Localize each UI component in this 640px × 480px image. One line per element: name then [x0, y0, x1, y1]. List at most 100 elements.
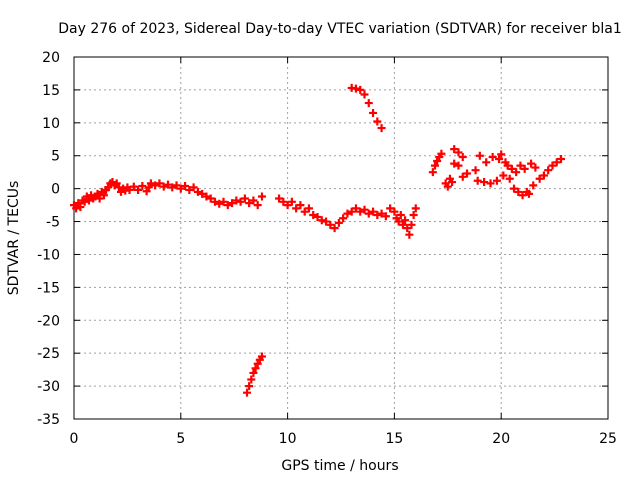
x-tick-label: 20	[492, 431, 510, 447]
data-point	[351, 204, 360, 213]
data-point	[405, 230, 414, 239]
data-point	[240, 194, 249, 203]
data-point	[247, 375, 256, 384]
data-point	[548, 161, 557, 170]
data-point	[430, 161, 439, 170]
series-segment-main-1	[70, 178, 266, 213]
data-point	[518, 191, 527, 200]
data-point	[343, 209, 352, 218]
data-point	[257, 192, 266, 201]
data-point	[527, 159, 536, 168]
data-point	[296, 201, 305, 210]
data-point	[114, 183, 123, 192]
y-tick-label: 10	[42, 116, 60, 132]
y-tick-label: -15	[37, 280, 60, 296]
data-point	[245, 199, 254, 208]
data-point	[503, 161, 512, 170]
data-point	[185, 185, 194, 194]
data-point	[486, 179, 495, 188]
chart-title: Day 276 of 2023, Sidereal Day-to-day VTE…	[58, 21, 621, 37]
data-point	[480, 178, 489, 187]
data-point	[84, 196, 93, 205]
data-point	[151, 181, 160, 190]
data-point	[510, 184, 519, 193]
data-point	[369, 108, 378, 117]
data-point	[428, 168, 437, 177]
data-point	[279, 197, 288, 206]
data-point	[450, 159, 459, 168]
data-point	[193, 187, 202, 196]
data-point	[317, 216, 326, 225]
data-point	[292, 204, 301, 213]
plot-frame	[73, 56, 609, 420]
series-segment-main-2	[275, 194, 420, 239]
data-point	[411, 204, 420, 213]
data-point	[463, 169, 472, 178]
y-tick-label: -35	[37, 412, 60, 428]
y-tick-label: -10	[37, 247, 60, 263]
data-point	[531, 163, 540, 172]
y-tick-label: -5	[46, 215, 60, 231]
data-point	[249, 196, 258, 205]
data-point	[454, 148, 463, 157]
data-point	[138, 182, 147, 191]
x-axis-label: GPS time / hours	[281, 458, 398, 474]
data-point	[243, 388, 252, 397]
x-tick-label: 0	[70, 431, 79, 447]
data-point	[495, 155, 504, 164]
series-segment-negative-arc	[243, 352, 266, 397]
data-point	[450, 145, 459, 154]
data-point	[245, 382, 254, 391]
data-point	[407, 220, 416, 229]
data-point	[448, 178, 457, 187]
data-point	[300, 207, 309, 216]
data-point	[535, 174, 544, 183]
data-point	[529, 181, 538, 190]
data-point	[168, 183, 177, 192]
data-point	[134, 185, 143, 194]
y-tick-label: -30	[37, 379, 60, 395]
y-tick-label: 5	[51, 149, 60, 165]
data-point	[176, 184, 185, 193]
data-point	[458, 172, 467, 181]
data-point	[99, 191, 108, 200]
y-tick-label: -25	[37, 346, 60, 362]
data-point	[189, 183, 198, 192]
data-point	[369, 207, 378, 216]
data-point	[409, 210, 418, 219]
data-point	[304, 204, 313, 213]
data-point	[437, 149, 446, 158]
data-point	[507, 164, 516, 173]
data-point	[202, 192, 211, 201]
data-point	[257, 352, 266, 361]
data-point	[275, 194, 284, 203]
data-point	[181, 182, 190, 191]
y-tick-label: 15	[42, 83, 60, 99]
x-tick-label: 10	[279, 431, 297, 447]
data-point	[146, 179, 155, 188]
data-point	[219, 197, 228, 206]
data-point	[339, 214, 348, 223]
data-point	[251, 364, 260, 373]
data-point	[347, 207, 356, 216]
data-point	[334, 218, 343, 227]
y-axis-label: SDTVAR / TECUs	[6, 181, 22, 296]
data-point	[364, 209, 373, 218]
data-point	[159, 182, 168, 191]
data-point	[287, 197, 296, 206]
data-point	[313, 212, 322, 221]
data-point	[210, 197, 219, 206]
data-point	[93, 189, 102, 198]
data-point	[373, 117, 382, 126]
grid-lines	[74, 57, 608, 419]
data-point	[398, 220, 407, 229]
data-point	[309, 210, 318, 219]
data-point	[360, 90, 369, 99]
data-point	[283, 201, 292, 210]
data-point	[473, 176, 482, 185]
data-point	[95, 194, 104, 203]
data-point	[155, 179, 164, 188]
data-point	[322, 217, 331, 226]
data-points	[70, 83, 566, 397]
